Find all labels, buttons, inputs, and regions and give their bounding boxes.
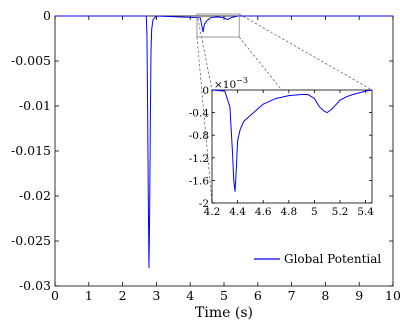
main-x-tick-label: 4 [186,288,194,303]
main-y-tick-label: 0 [43,8,51,23]
main-x-tick-label: 7 [288,288,296,303]
main-x-tick-label: 0 [51,288,59,303]
main-y-tick-label: -0.02 [19,188,51,203]
main-x-tick-label: 8 [321,288,329,303]
main-y-tick-labels: 0 -0.005 -0.01 -0.015 -0.02 -0.025 -0.03 [11,8,51,293]
main-x-tick-label: 9 [355,288,363,303]
zoom-connector-line [239,13,373,91]
main-x-tick-label: 1 [85,288,93,303]
inset-series-line [211,89,373,192]
legend-label-global-potential: Global Potential [284,252,381,266]
main-series-line [55,15,393,269]
inset-y-tick-label: 0 [202,85,209,97]
inset-x-tick-label: 4.8 [280,206,297,218]
main-y-tick-label: -0.005 [11,53,51,68]
main-x-tick-labels: 0 1 2 3 4 5 6 7 8 9 10 [51,288,400,303]
inset-y-tick-label: -0.8 [189,130,209,142]
inset-x-tick-label: 5.4 [357,206,374,218]
inset-y-tick-label: -2 [199,198,209,210]
inset-y-tick-labels: 0 -0.4 -0.8 -1.2 -1.6 -2 [189,85,210,210]
main-y-tick-label: -0.025 [11,233,51,248]
zoom-connector-line [196,36,213,204]
main-y-tick-label: -0.015 [11,143,51,158]
inset-x-tick-label: 4.6 [255,206,272,218]
main-x-tick-label: 3 [152,288,160,303]
main-x-tick-label: 6 [254,288,262,303]
inset-plot-frame [211,89,373,204]
x-axis-title: Time (s) [195,305,253,321]
inset-x-tick-label: 5 [311,206,318,218]
inset-x-tick-label: 4.4 [229,206,246,218]
main-tick-marks [54,15,394,287]
main-x-tick-label: 10 [385,288,400,303]
zoom-region-box [196,13,240,38]
inset-y-tick-label: -1.2 [189,153,209,165]
inset-x-tick-label: 4.2 [204,206,221,218]
inset-y-tick-label: -1.6 [189,175,210,187]
main-y-tick-label: -0.01 [19,98,51,113]
inset-y-tick-label: -0.4 [189,108,210,120]
main-y-tick-label: -0.03 [19,278,51,293]
inset-x-tick-label: 5.2 [332,206,349,218]
main-x-tick-label: 2 [119,288,127,303]
zoom-connector-line [196,13,213,91]
main-x-tick-label: 5 [220,288,228,303]
inset-x-tick-labels: 4.2 4.4 4.6 4.8 5 5.2 5.4 [204,206,375,218]
inset-y-exponent-label: ×10−3 [214,76,248,91]
legend: Global Potential [250,250,390,268]
legend-box [250,250,390,268]
